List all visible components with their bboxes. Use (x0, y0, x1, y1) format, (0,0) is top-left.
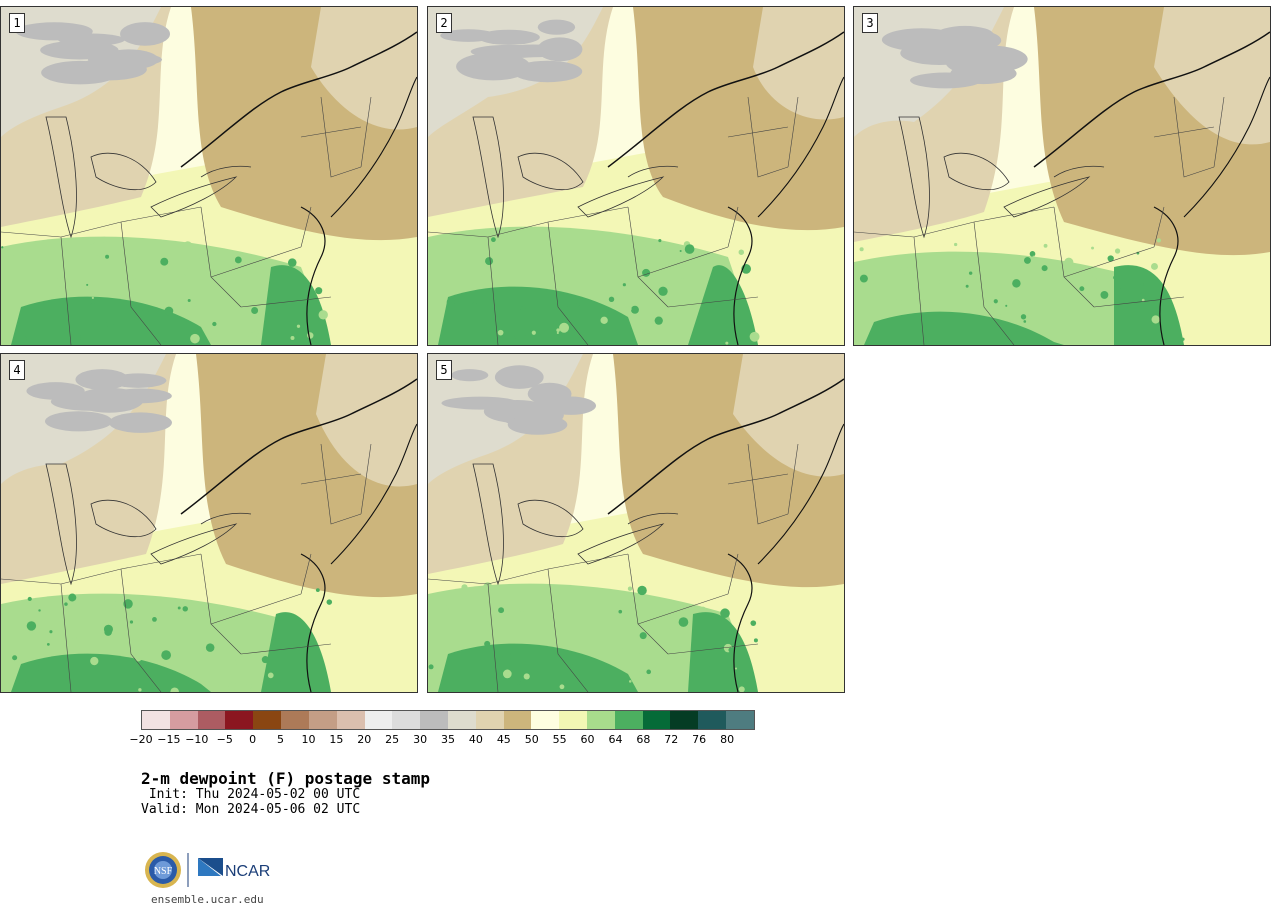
colorbar-swatch (587, 711, 615, 729)
colorbar-swatch (197, 711, 226, 729)
colorbar-swatch (726, 711, 754, 729)
colorbar-tick-label: 20 (357, 733, 372, 746)
valid-time: Valid: Mon 2024-05-06 02 UTC (141, 802, 361, 817)
colorbar-tick-label: 0 (249, 733, 257, 746)
colorbar-tick-label: 35 (441, 733, 455, 746)
nsf-logo-icon: NSF (145, 852, 181, 888)
colorbar-swatch (364, 711, 393, 729)
map-panel-2: 2 (427, 6, 845, 346)
colorbar-tick-label: −10 (185, 733, 209, 746)
panel-number: 2 (436, 13, 452, 33)
colorbar-tick-label: 15 (329, 733, 344, 746)
colorbar-tick-label: 10 (301, 733, 316, 746)
colorbar-swatch (531, 711, 560, 729)
nsf-logo-text: NSF (154, 866, 173, 877)
colorbar-swatch (642, 711, 671, 729)
panel-number: 4 (9, 360, 25, 380)
colorbar-tick-label: 60 (580, 733, 595, 746)
colorbar-swatch (420, 711, 448, 729)
colorbar-tick-label: 55 (552, 733, 567, 746)
chart-title: 2-m dewpoint (F) postage stamp (141, 769, 430, 788)
colorbar-tick-label: −5 (216, 733, 233, 746)
colorbar-swatch (253, 711, 282, 729)
ncar-logo-icon: NCAR (198, 858, 270, 880)
panel-number: 5 (436, 360, 452, 380)
colorbar-tick-label: 30 (413, 733, 428, 746)
colorbar-tick-label: 45 (496, 733, 511, 746)
colorbar-swatch (308, 711, 337, 729)
colorbar-swatch (169, 711, 198, 729)
colorbar-tick-label: 68 (636, 733, 651, 746)
colorbar-tick-label: −15 (157, 733, 181, 746)
colorbar-tick-label: 50 (524, 733, 539, 746)
colorbar-swatch (559, 711, 587, 729)
colorbar-tick-label: 72 (664, 733, 679, 746)
map-panel-4: 4 (0, 353, 418, 693)
colorbar-tick-label: 80 (720, 733, 735, 746)
map-panel-1: 1 (0, 6, 418, 346)
logos: NSF NCAR (143, 850, 283, 890)
colorbar-swatch (225, 711, 254, 729)
colorbar-tick-label: 25 (385, 733, 400, 746)
colorbar-tick-label: 64 (608, 733, 623, 746)
colorbar-tick-label: 76 (692, 733, 707, 746)
colorbar-swatch (670, 711, 699, 729)
map-panel-5: 5 (427, 353, 845, 693)
panel-number: 1 (9, 13, 25, 33)
ncar-logo-text: NCAR (225, 863, 270, 880)
colorbar-swatch (475, 711, 504, 729)
panel-number: 3 (862, 13, 878, 33)
init-time: Init: Thu 2024-05-02 00 UTC (141, 787, 361, 802)
colorbar-tick-label: 40 (468, 733, 483, 746)
colorbar-swatch (698, 711, 727, 729)
colorbar-swatch (392, 711, 421, 729)
colorbar (141, 710, 755, 730)
colorbar-swatch (336, 711, 365, 729)
colorbar-swatch (447, 711, 476, 729)
colorbar-ticks: −20 −15 −10 −5 0 5 10 15 20 25 30 35 40 45 50 55 60 64 68 7… (129, 733, 755, 749)
colorbar-swatch (142, 711, 170, 729)
colorbar-tick-label: 5 (277, 733, 285, 746)
map-panel-3: 3 (853, 6, 1271, 346)
colorbar-swatch (281, 711, 309, 729)
colorbar-tick-label: −20 (129, 733, 153, 746)
colorbar-swatch (614, 711, 643, 729)
colorbar-swatch (503, 711, 532, 729)
footer-url: ensemble.ucar.edu (151, 893, 264, 906)
